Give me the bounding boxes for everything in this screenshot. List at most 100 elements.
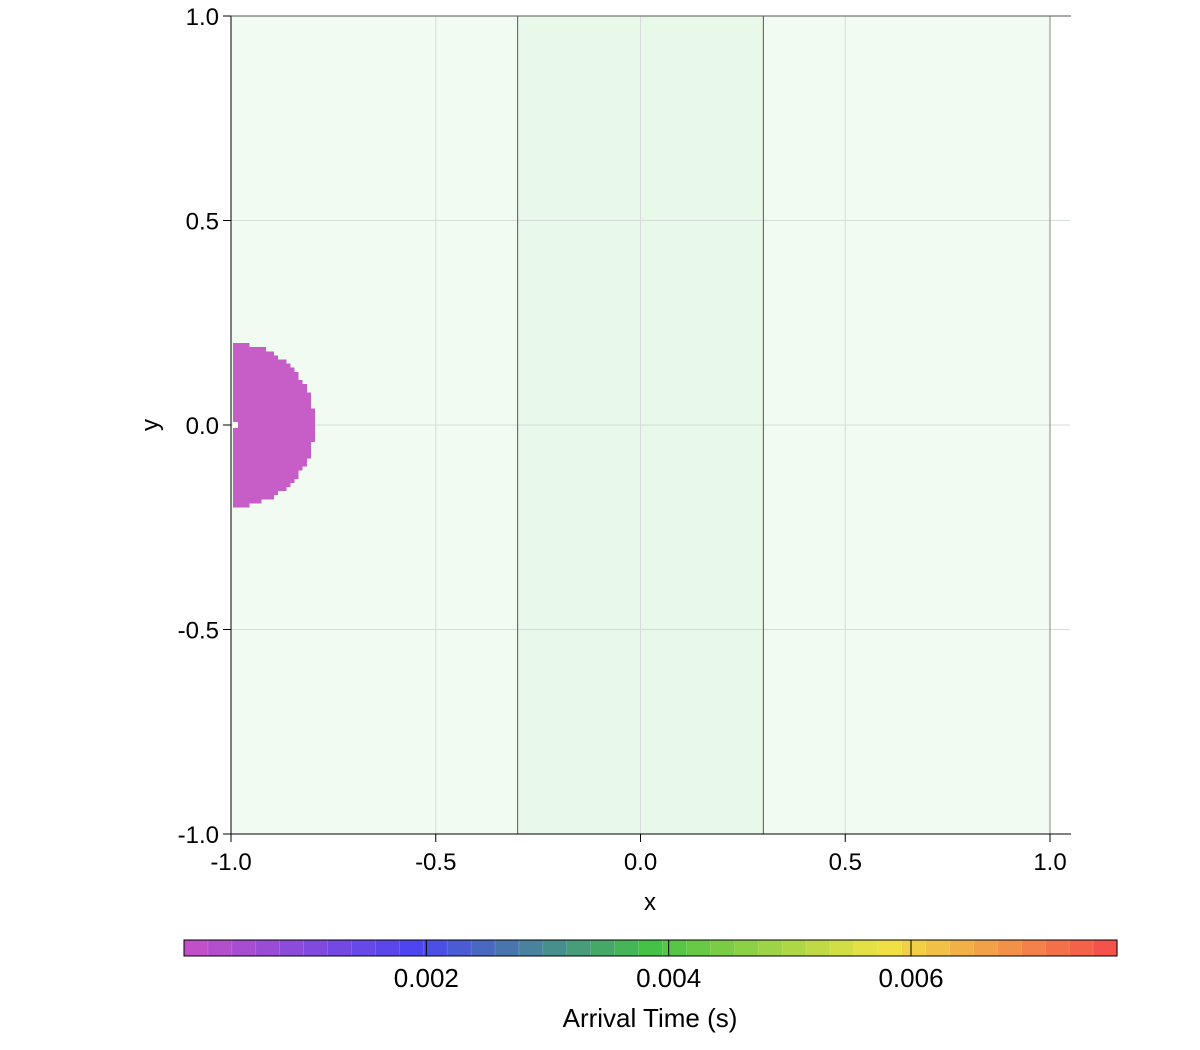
arrival-region-row [233,421,315,426]
colorbar-segment [423,940,448,956]
arrival-region-row [233,380,303,385]
colorbar-segment [1093,940,1118,956]
y-axis-label: y [137,419,164,431]
colorbar-segment [758,940,783,956]
colorbar-segment [710,940,735,956]
arrival-region-row [233,425,315,430]
x-tick-label: -1.0 [210,849,251,876]
arrival-region-row [233,449,311,455]
colorbar-frame [183,939,1118,957]
arrival-region-row [233,404,311,410]
arrival-region-row [233,494,274,500]
colorbar-segment [566,940,592,956]
colorbar-segment [231,940,257,956]
colorbar-segment [949,940,975,956]
arrival-region-row [233,343,250,348]
source-gap [233,422,238,428]
arrival-region-row [233,482,291,487]
colorbar-segment [542,940,568,956]
colorbar-tick-label: 0.004 [636,963,701,993]
x-tick-label: 1.0 [1033,849,1066,876]
colorbar-segment [184,940,209,956]
colorbar-segment [590,940,616,956]
colorbar-segment [518,940,544,956]
colorbar-tick-label: 0.002 [394,963,459,993]
arrival-region-row [233,388,307,393]
colorbar-segment [614,940,640,956]
colorbar-segment [495,940,520,956]
y-tick-label: 0.5 [186,209,219,236]
arrival-region-row [233,490,279,496]
colorbar-segment [829,940,855,956]
arrival-region-row [233,351,274,356]
colorbar-segment [638,940,664,956]
arrival-region-row [233,363,291,369]
arrival-region-row [233,453,311,459]
colorbar-segment [1045,940,1070,956]
arrival-region-row [233,462,307,467]
colorbar-segment [973,940,998,956]
colorbar-segment [471,940,496,956]
colorbar-segment [997,940,1022,956]
arrival-region-row [233,359,287,364]
colorbar-segment [447,940,472,956]
arrival-region-row [233,347,266,352]
colorbar-segment [877,940,903,956]
plot-area [230,15,1070,835]
arrival-region-row [233,457,307,463]
colorbar-segment [853,940,879,956]
colorbar-segment [662,940,687,956]
y-tick-label: 1.0 [186,4,219,31]
colorbar-segment [255,940,281,956]
arrival-region-row [233,474,299,479]
colorbar-segment [351,940,376,956]
colorbar-segment [375,940,400,956]
colorbar-segment [686,940,711,956]
arrival-region-row [233,367,295,373]
arrival-region-row [233,441,311,446]
y-tick-label: -1.0 [178,822,219,849]
colorbar-segment [806,940,831,956]
colorbar-segment [399,940,424,956]
arrival-region-row [233,355,279,360]
y-tick-label: 0.0 [186,413,219,440]
colorbar-segment [207,940,233,956]
colorbar-segment [327,940,353,956]
colorbar-segment [734,940,759,956]
x-tick-label: 0.5 [829,849,862,876]
axes: -1.0 -0.5 0.0 0.5 1.0 -1.0 -0.5 0.0 0.5 1.0 [178,4,1071,876]
y-tick-label: -0.5 [178,618,219,645]
colorbar-segment [901,940,927,956]
x-tick-label: 0.0 [624,849,657,876]
arrival-region-row [233,384,307,389]
arrival-region-row [233,470,299,475]
colorbar-segment [1069,940,1094,956]
arrival-region-row [233,503,250,508]
arrival-region-row [233,433,315,438]
colorbar-segment [782,940,807,956]
arrival-region-row [233,486,287,492]
arrival-region-row [233,445,311,451]
arrival-region-row [233,408,315,414]
arrival-region-row [233,371,299,377]
arrival-region-row [233,412,315,418]
colorbar-segment [279,940,305,956]
arrival-region-row [233,375,299,381]
arrival-region-row [233,429,315,434]
arrival-region-row [233,478,295,483]
arrival-region-row [233,400,311,405]
colorbar-tick-label: 0.006 [878,963,943,993]
colorbar-segment [1021,940,1046,956]
arrival-region-row [233,437,315,442]
colorbar: 0.002 0.004 0.006 [183,939,1118,993]
arrival-region-row [233,466,303,471]
arrival-region-row [233,396,311,401]
x-tick-label: -0.5 [415,849,456,876]
arrival-region-row [233,498,262,504]
arrival-region-row [233,416,315,422]
x-axis-label: x [644,889,656,916]
colorbar-segment [303,940,329,956]
colorbar-segment [925,940,951,956]
arrival-region-row [233,392,311,397]
